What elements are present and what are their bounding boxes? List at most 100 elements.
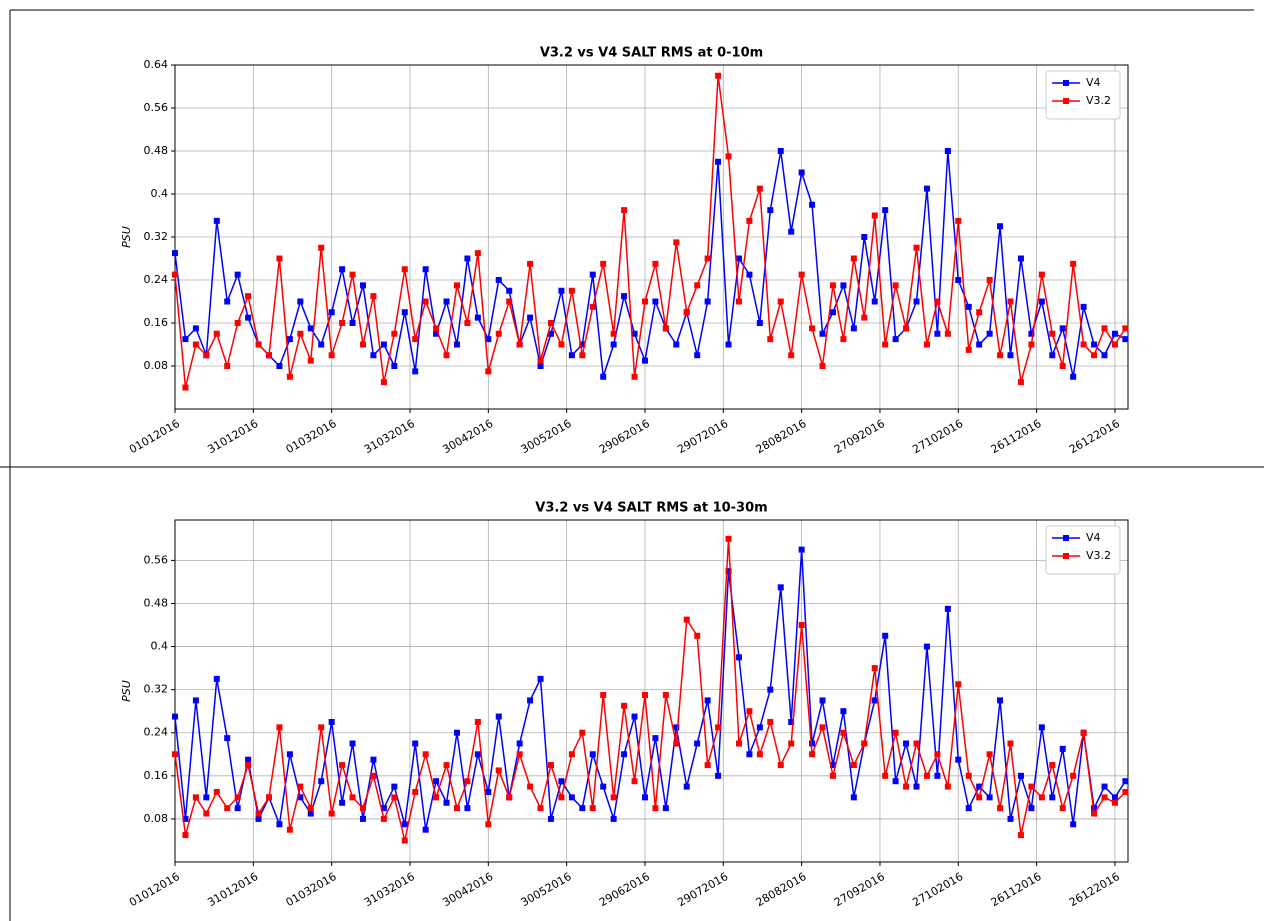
data-point — [245, 293, 252, 300]
data-point — [203, 352, 210, 359]
data-point — [558, 341, 565, 348]
plot-frame — [174, 64, 1129, 410]
data-point — [662, 692, 669, 699]
data-point — [662, 325, 669, 332]
data-point — [380, 341, 387, 348]
data-point — [767, 207, 774, 214]
data-point — [997, 223, 1004, 230]
data-point — [673, 724, 680, 731]
data-point — [892, 282, 899, 289]
data-point — [850, 794, 857, 801]
data-point — [495, 767, 502, 774]
series-line — [174, 75, 1127, 388]
data-point — [746, 708, 753, 715]
data-point — [756, 751, 763, 758]
data-point — [579, 352, 586, 359]
data-point — [986, 751, 993, 758]
legend-label: V4 — [1086, 76, 1101, 89]
data-point — [495, 277, 502, 283]
y-tick-label: 0.56 — [144, 101, 169, 114]
data-point — [537, 675, 544, 682]
data-point — [662, 805, 669, 812]
data-point — [213, 217, 220, 224]
data-point — [631, 713, 638, 720]
data-point — [558, 778, 565, 785]
data-point — [391, 783, 398, 790]
data-point — [965, 805, 972, 812]
data-point — [1101, 783, 1108, 790]
data-point — [213, 675, 220, 682]
data-point — [955, 217, 962, 224]
data-point — [1122, 778, 1129, 785]
legend-label: V4 — [1086, 531, 1101, 544]
data-point — [224, 298, 231, 305]
data-point — [621, 293, 628, 300]
data-point — [1091, 352, 1098, 359]
y-tick-label: 0.24 — [144, 726, 169, 739]
data-point — [537, 357, 544, 364]
data-point — [923, 643, 930, 650]
data-point — [328, 309, 335, 316]
data-point — [725, 535, 732, 542]
data-point — [997, 805, 1004, 812]
data-point — [882, 207, 889, 214]
data-point — [871, 697, 878, 704]
data-point — [819, 697, 826, 704]
data-point — [756, 185, 763, 192]
data-point — [380, 815, 387, 822]
data-point — [610, 330, 617, 337]
data-point — [892, 729, 899, 736]
data-point — [715, 724, 722, 731]
data-point — [1017, 255, 1024, 262]
data-point — [558, 794, 565, 801]
y-tick-label: 0.32 — [144, 230, 169, 243]
data-point — [683, 309, 690, 316]
data-point — [349, 740, 356, 747]
data-point — [976, 794, 983, 801]
data-point — [850, 325, 857, 332]
data-point — [986, 794, 993, 801]
data-point — [610, 815, 617, 822]
data-point — [1059, 805, 1066, 812]
data-point — [1070, 772, 1077, 779]
data-point — [756, 320, 763, 326]
data-point — [861, 234, 868, 240]
y-tick-label: 0.4 — [151, 187, 169, 200]
data-point — [798, 546, 805, 553]
data-point — [464, 320, 471, 326]
data-point — [798, 622, 805, 629]
data-point — [443, 298, 450, 305]
data-point — [359, 815, 366, 822]
data-point — [391, 794, 398, 801]
data-point — [318, 244, 325, 251]
data-point — [527, 260, 534, 267]
data-point — [934, 330, 941, 337]
data-point — [621, 702, 628, 709]
data-point — [380, 805, 387, 812]
data-point — [694, 632, 701, 639]
data-point — [464, 778, 471, 785]
data-point — [631, 373, 638, 380]
data-point — [276, 255, 283, 262]
data-point — [976, 341, 983, 348]
data-point — [547, 815, 554, 822]
data-point — [318, 341, 325, 348]
data-point — [694, 740, 701, 747]
data-point — [882, 772, 889, 779]
data-point — [631, 330, 638, 337]
data-point — [516, 751, 523, 758]
data-point — [767, 718, 774, 725]
data-point — [850, 762, 857, 769]
data-point — [1080, 303, 1087, 310]
data-point — [704, 298, 711, 305]
y-axis-label: PSU — [120, 226, 133, 248]
data-point — [391, 330, 398, 337]
chart-title: V3.2 vs V4 SALT RMS at 10-30m — [535, 501, 767, 516]
data-point — [286, 826, 293, 833]
data-point — [328, 810, 335, 817]
data-point — [328, 718, 335, 725]
data-point — [433, 325, 440, 332]
data-point — [568, 751, 575, 758]
data-point — [735, 298, 742, 305]
